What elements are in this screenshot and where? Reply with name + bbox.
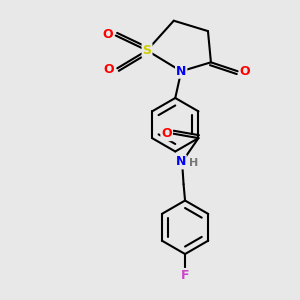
Text: H: H <box>189 158 199 168</box>
Text: O: O <box>102 28 113 40</box>
Text: O: O <box>240 65 250 78</box>
Text: O: O <box>161 127 172 140</box>
Text: N: N <box>176 65 186 78</box>
Text: F: F <box>181 269 189 282</box>
Text: N: N <box>176 155 186 168</box>
Text: S: S <box>142 44 152 57</box>
Text: O: O <box>104 63 114 76</box>
